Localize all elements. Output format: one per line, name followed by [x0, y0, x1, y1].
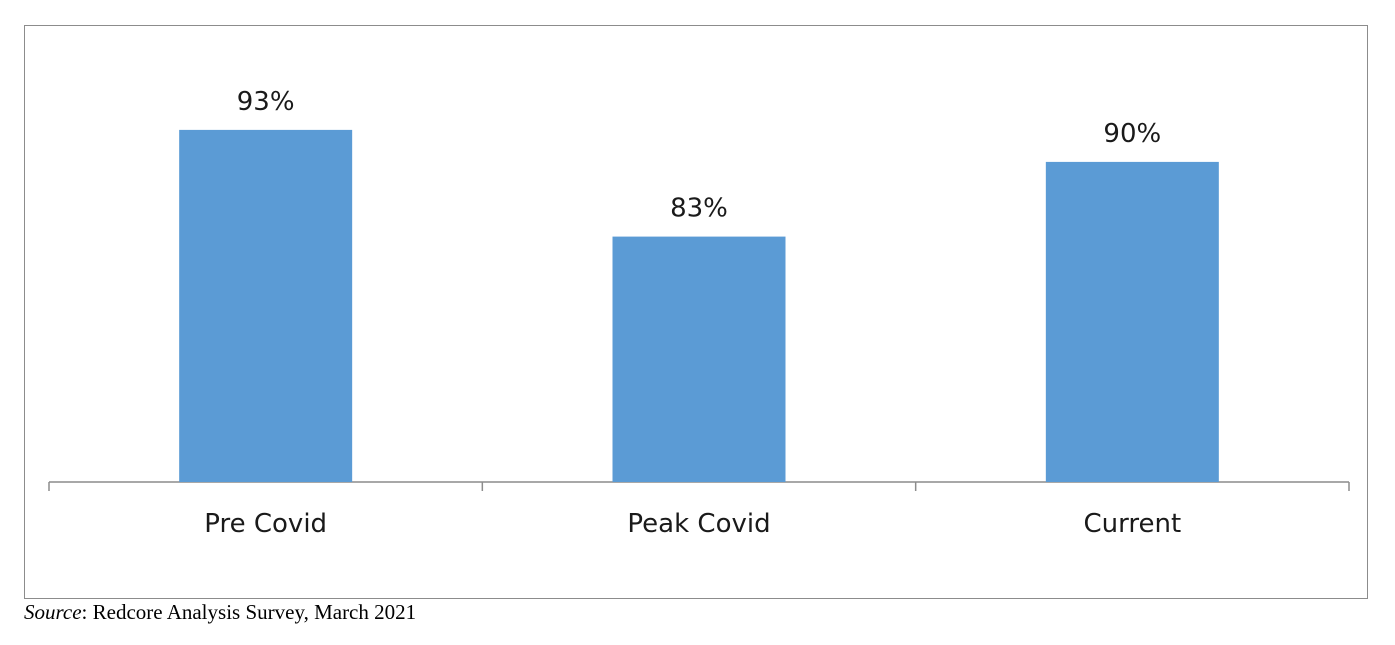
bar-current: [1045, 161, 1219, 482]
source-text: Redcore Analysis Survey, March 2021: [87, 600, 417, 624]
source-key: Source: [24, 600, 82, 624]
chart-frame: 93% Pre Covid 83% Peak Covid 90% Current: [24, 25, 1368, 599]
data-label: 90%: [1103, 119, 1161, 149]
x-tick-label: Pre Covid: [204, 509, 327, 539]
source-separator: :: [81, 600, 88, 624]
bar-pre-covid: [179, 129, 353, 482]
source-note: Source: Redcore Analysis Survey, March 2…: [24, 600, 416, 625]
bar-peak-covid: [612, 236, 786, 482]
x-tick-label: Current: [1084, 509, 1182, 539]
x-tick-label: Peak Covid: [627, 509, 770, 539]
data-label: 93%: [237, 87, 295, 117]
data-label: 83%: [670, 194, 728, 224]
bar-chart: 93% Pre Covid 83% Peak Covid 90% Current: [48, 87, 1350, 539]
